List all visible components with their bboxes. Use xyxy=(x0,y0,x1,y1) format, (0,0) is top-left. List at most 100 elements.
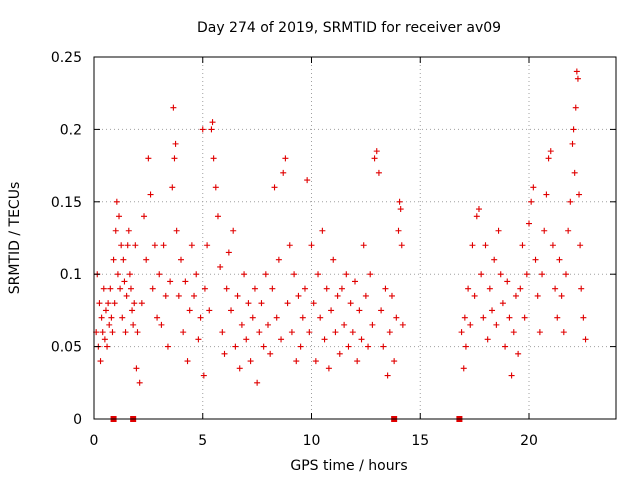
data-point xyxy=(293,358,300,365)
data-point xyxy=(131,300,138,307)
data-point xyxy=(130,321,137,328)
data-point xyxy=(508,372,515,379)
data-point xyxy=(371,155,378,162)
data-point xyxy=(398,242,405,249)
data-point xyxy=(530,184,537,191)
data-point xyxy=(184,358,191,365)
data-point xyxy=(133,365,140,372)
data-point xyxy=(562,271,569,278)
data-point xyxy=(521,314,528,321)
data-point xyxy=(393,314,400,321)
x-axis-label: GPS time / hours xyxy=(290,458,407,474)
x-tick-label: 5 xyxy=(198,433,207,449)
data-point xyxy=(543,191,550,198)
data-point xyxy=(209,119,216,126)
data-point xyxy=(110,256,117,263)
data-point xyxy=(182,278,189,285)
data-point xyxy=(388,292,395,299)
data-point xyxy=(396,198,403,205)
data-point xyxy=(397,206,404,213)
data-point xyxy=(116,213,123,220)
y-tick-label: 0.05 xyxy=(51,340,82,356)
data-point xyxy=(108,314,115,321)
data-point xyxy=(117,285,124,292)
data-point xyxy=(212,184,219,191)
data-point xyxy=(197,314,204,321)
data-point xyxy=(532,256,539,263)
data-point xyxy=(217,263,224,270)
data-point xyxy=(275,256,282,263)
data-point xyxy=(151,242,158,249)
data-point xyxy=(469,242,476,249)
data-point xyxy=(478,271,485,278)
data-point xyxy=(143,256,150,263)
data-point xyxy=(549,242,556,249)
data-point xyxy=(473,213,480,220)
data-point xyxy=(319,227,326,234)
data-point xyxy=(199,126,206,133)
data-point xyxy=(245,300,252,307)
data-point xyxy=(138,300,145,307)
data-point xyxy=(512,292,519,299)
data-point xyxy=(173,227,180,234)
data-point xyxy=(534,292,541,299)
data-point xyxy=(180,329,187,336)
data-point xyxy=(271,184,278,191)
data-point xyxy=(223,285,230,292)
data-point xyxy=(105,300,112,307)
data-point xyxy=(317,314,324,321)
data-point xyxy=(365,343,372,350)
data-point xyxy=(114,271,121,278)
data-point xyxy=(123,292,130,299)
plot-frame xyxy=(93,56,617,420)
data-point xyxy=(102,307,109,314)
data-point xyxy=(310,300,317,307)
data-point xyxy=(328,307,335,314)
axis-ticks: 0 5 10 15 20 0 0.05 0.1 0.15 0.2 0.25 xyxy=(51,50,616,449)
data-point xyxy=(221,350,228,357)
data-point xyxy=(495,227,502,234)
data-point xyxy=(249,314,256,321)
data-point xyxy=(136,379,143,386)
data-point xyxy=(234,292,241,299)
data-point xyxy=(573,68,580,75)
data-point xyxy=(578,285,585,292)
data-point xyxy=(193,271,200,278)
data-point xyxy=(127,285,134,292)
data-point xyxy=(269,285,276,292)
data-point xyxy=(354,358,361,365)
data-point xyxy=(124,242,131,249)
data-point xyxy=(265,321,271,328)
data-point xyxy=(349,329,356,336)
data-point xyxy=(486,285,493,292)
data-point xyxy=(552,285,559,292)
data-point xyxy=(106,321,113,328)
data-point xyxy=(569,140,576,147)
data-point xyxy=(580,314,587,321)
data-point xyxy=(517,285,524,292)
data-point xyxy=(567,198,574,205)
data-point xyxy=(330,256,337,263)
data-point xyxy=(280,169,287,176)
data-point xyxy=(156,271,163,278)
data-point xyxy=(482,242,489,249)
x-tick-label: 20 xyxy=(520,433,538,449)
data-point xyxy=(341,321,348,328)
data-point xyxy=(99,329,106,336)
data-point xyxy=(145,155,152,162)
data-point xyxy=(121,278,128,285)
data-point xyxy=(461,314,468,321)
data-point xyxy=(343,271,350,278)
data-point xyxy=(369,321,376,328)
data-point xyxy=(373,148,380,155)
data-point xyxy=(577,242,584,249)
data-point xyxy=(558,292,565,299)
data-point xyxy=(336,350,343,357)
chart-title: Day 274 of 2019, SRMTID for receiver av0… xyxy=(197,20,501,36)
data-point xyxy=(273,314,280,321)
data-point xyxy=(378,307,385,314)
data-point xyxy=(489,307,496,314)
data-point xyxy=(236,365,243,372)
data-point xyxy=(380,343,387,350)
data-point xyxy=(321,336,328,343)
